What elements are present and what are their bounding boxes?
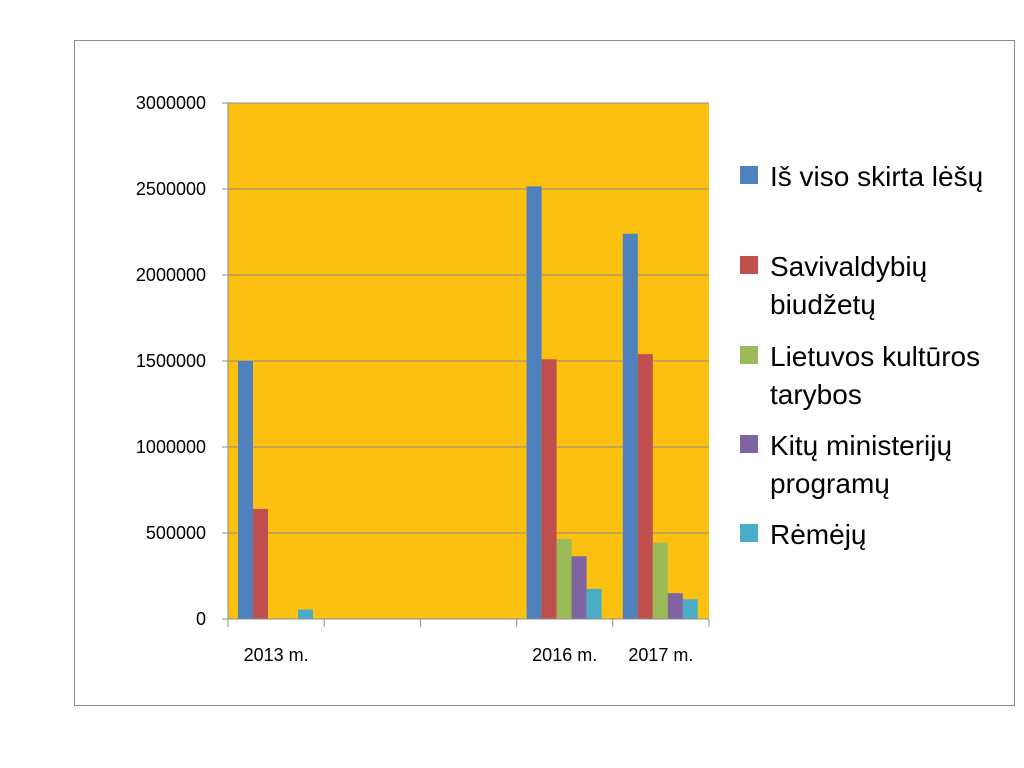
bar	[238, 361, 253, 619]
y-tick-label: 1000000	[136, 437, 206, 457]
legend-swatch	[740, 524, 758, 542]
bar	[253, 508, 268, 619]
legend-swatch	[740, 346, 758, 364]
bar	[586, 588, 602, 619]
legend: Iš viso skirta lėšų Savivaldybių biudžetų L…	[740, 161, 983, 550]
bar	[526, 186, 542, 620]
legend-label: tarybos	[770, 379, 862, 410]
legend-label: Rėmėjų	[770, 519, 866, 550]
bar	[541, 359, 557, 619]
y-tick-label: 3000000	[136, 93, 206, 113]
legend-label: Lietuvos kultūros	[770, 341, 980, 372]
y-tick-label: 1500000	[136, 351, 206, 371]
axes: 0 500000 1000000 1500000 2000000 2500000 30000…	[136, 93, 710, 665]
legend-label: Kitų ministerijų	[770, 430, 952, 461]
legend-label: Iš viso skirta lėšų	[770, 161, 983, 192]
bar	[682, 599, 698, 619]
gridlines	[228, 102, 709, 534]
bar	[298, 609, 313, 619]
bar	[652, 542, 668, 619]
legend-label: Savivaldybių	[770, 251, 927, 282]
y-tick-label: 500000	[146, 523, 206, 543]
bar	[667, 593, 683, 619]
x-tick-label: 2016 m.	[532, 645, 597, 665]
y-tick-label: 2000000	[136, 265, 206, 285]
bar	[571, 556, 587, 619]
chart-frame: 0 500000 1000000 1500000 2000000 2500000 30000…	[74, 40, 1015, 706]
y-tick-label: 0	[196, 609, 206, 629]
legend-swatch	[740, 256, 758, 274]
bar	[622, 233, 638, 619]
legend-label: biudžetų	[770, 289, 876, 320]
legend-swatch	[740, 166, 758, 184]
x-tick-label: 2013 m.	[244, 645, 309, 665]
legend-label: programų	[770, 468, 890, 499]
y-tick-label: 2500000	[136, 179, 206, 199]
x-tick-label: 2017 m.	[628, 645, 693, 665]
bar-chart: 0 500000 1000000 1500000 2000000 2500000 30000…	[136, 93, 983, 665]
bars	[238, 186, 698, 620]
bar	[556, 539, 572, 619]
legend-swatch	[740, 435, 758, 453]
bar	[637, 354, 653, 619]
